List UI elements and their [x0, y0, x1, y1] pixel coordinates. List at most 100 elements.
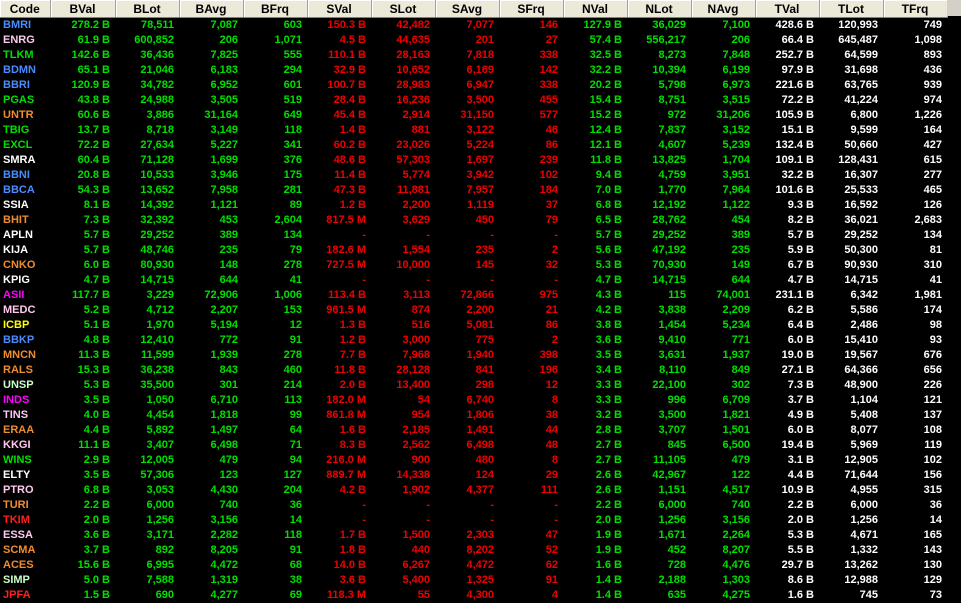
stock-code[interactable]: BBCA	[0, 183, 50, 198]
stock-code[interactable]: BBKP	[0, 333, 50, 348]
cell-bavg: 31,164	[179, 108, 243, 123]
column-header-nlot[interactable]: NLot	[627, 1, 691, 18]
cell-savg: -	[435, 498, 499, 513]
column-header-bavg[interactable]: BAvg	[179, 1, 243, 18]
stock-code[interactable]: INDS	[0, 393, 50, 408]
stock-code[interactable]: SIMP	[0, 573, 50, 588]
column-header-code[interactable]: Code	[0, 1, 50, 18]
column-header-navg[interactable]: NAvg	[691, 1, 755, 18]
stock-code[interactable]: ENRG	[0, 33, 50, 48]
stock-code[interactable]: TKIM	[0, 513, 50, 528]
stock-code[interactable]: ACES	[0, 558, 50, 573]
stock-code[interactable]: TURI	[0, 498, 50, 513]
stock-code[interactable]: TINS	[0, 408, 50, 423]
column-header-nval[interactable]: NVal	[563, 1, 627, 18]
cell-tlot: 2,486	[819, 318, 883, 333]
column-header-bval[interactable]: BVal	[50, 1, 115, 18]
stock-code[interactable]: BMRI	[0, 18, 50, 34]
stock-code[interactable]: PTRO	[0, 483, 50, 498]
cell-slot: 42,482	[371, 18, 435, 34]
stock-code[interactable]: EXCL	[0, 138, 50, 153]
stock-code[interactable]: SSIA	[0, 198, 50, 213]
stock-code[interactable]: SMRA	[0, 153, 50, 168]
stock-code[interactable]: JPFA	[0, 588, 50, 603]
stock-code[interactable]: SCMA	[0, 543, 50, 558]
column-header-tfrq[interactable]: TFrq	[883, 1, 947, 18]
stock-code[interactable]: ICBP	[0, 318, 50, 333]
stock-code[interactable]: CNKO	[0, 258, 50, 273]
stock-code[interactable]: ELTY	[0, 468, 50, 483]
column-header-slot[interactable]: SLot	[371, 1, 435, 18]
stock-code[interactable]: UNSP	[0, 378, 50, 393]
stock-code[interactable]: TLKM	[0, 48, 50, 63]
stock-code[interactable]: PGAS	[0, 93, 50, 108]
stock-code[interactable]: ESSA	[0, 528, 50, 543]
stock-code[interactable]: TBIG	[0, 123, 50, 138]
stock-code[interactable]: RALS	[0, 363, 50, 378]
cell-sfrq: 184	[499, 183, 563, 198]
stock-code[interactable]: BDMN	[0, 63, 50, 78]
stock-code[interactable]: BBNI	[0, 168, 50, 183]
stock-code[interactable]: WINS	[0, 453, 50, 468]
column-header-sfrq[interactable]: SFrq	[499, 1, 563, 18]
stock-code[interactable]: BHIT	[0, 213, 50, 228]
stock-code[interactable]: KKGI	[0, 438, 50, 453]
column-header-savg[interactable]: SAvg	[435, 1, 499, 18]
column-header-blot[interactable]: BLot	[115, 1, 179, 18]
stock-code[interactable]: ERAA	[0, 423, 50, 438]
column-header-tlot[interactable]: TLot	[819, 1, 883, 18]
cell-sval: 11.8 B	[307, 363, 371, 378]
stock-code[interactable]: MNCN	[0, 348, 50, 363]
column-header-tval[interactable]: TVal	[755, 1, 819, 18]
column-header-bfrq[interactable]: BFrq	[243, 1, 307, 18]
stock-code[interactable]: UNTR	[0, 108, 50, 123]
stock-code[interactable]: KPIG	[0, 273, 50, 288]
column-header-sval[interactable]: SVal	[307, 1, 371, 18]
stock-code[interactable]: APLN	[0, 228, 50, 243]
stock-code[interactable]: BBRI	[0, 78, 50, 93]
stock-code[interactable]: MEDC	[0, 303, 50, 318]
cell-sfrq: 2	[499, 333, 563, 348]
stock-code[interactable]: KIJA	[0, 243, 50, 258]
stock-code[interactable]: ASII	[0, 288, 50, 303]
